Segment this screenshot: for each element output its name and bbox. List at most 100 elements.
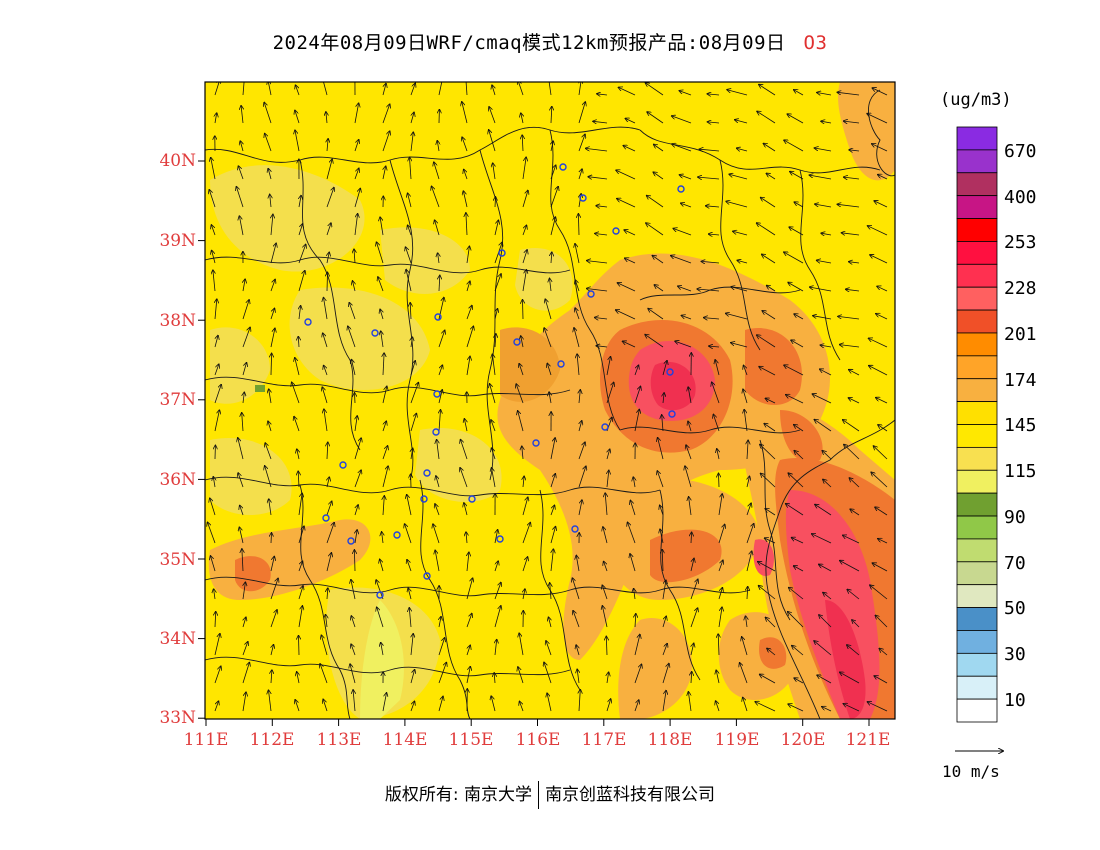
wind-vector [327,252,329,264]
wind-vector [437,141,439,152]
wind-vector [298,561,303,572]
colorbar-swatch [956,149,998,174]
wind-vector [410,670,415,684]
wind-vector [550,474,555,488]
wind-vector [878,175,888,180]
wind-vector [647,112,664,124]
wind-vector [660,529,664,544]
wind-vector [579,390,580,404]
wind-vector [662,644,667,656]
wind-vector [630,501,636,516]
wind-vector [320,664,328,684]
colorbar-swatch [956,584,998,608]
wind-vector [432,186,440,208]
wind-vector [646,223,664,236]
wind-vector [755,702,776,712]
wind-vector [876,314,888,320]
wind-vector [837,92,860,96]
wind-vector [759,367,776,376]
wind-vector [380,217,384,236]
wind-vector [351,580,356,600]
wind-vector [465,82,468,96]
wind-vector [326,553,331,572]
wind-vector [624,230,636,236]
wind-vector [606,383,614,404]
wind-vector [495,640,497,656]
wind-vector [623,146,636,152]
wind-vector [786,504,804,516]
wind-vector [788,283,804,292]
wind-vector [350,664,356,684]
wind-vector [242,413,243,432]
wind-vector [270,195,271,208]
wind-vector [875,507,888,516]
wind-vector [662,664,669,684]
wind-vector [812,394,832,404]
wind-vector [747,440,748,460]
wind-vector [551,252,552,264]
wind-vector [731,343,748,348]
wind-vector [602,585,608,600]
wind-vector [679,91,692,96]
wind-vector [662,580,666,600]
wind-vector [269,499,271,516]
wind-vector [662,691,666,712]
wind-vector [208,522,216,544]
wind-vector [792,646,804,656]
wind-vector [576,645,579,656]
wind-vector [760,445,776,460]
wind-vector [242,82,245,96]
wind-vector [823,593,832,600]
wind-vector [872,144,888,152]
wind-vector [410,383,418,404]
wind-vector [295,110,300,124]
wind-vector [327,139,328,152]
wind-vector [382,532,383,544]
wind-vector [812,534,832,544]
wind-vector [354,505,358,516]
wind-vector [270,243,276,264]
wind-vector [604,562,608,572]
wind-vector [296,85,300,96]
colorbar-swatch [956,126,998,151]
wind-vector [700,149,720,151]
wind-vector [520,702,524,712]
wind-vector [466,578,473,600]
wind-vector [523,476,524,488]
colorbar-label: 70 [1004,553,1026,574]
wind-vector [516,384,524,404]
wind-vector [871,472,888,488]
wind-vector [405,524,412,544]
colorbar-label: 201 [1004,324,1037,345]
wind-vector [466,306,472,320]
wind-vector [492,85,495,96]
wind-vector [238,473,244,488]
wind-vector [242,300,249,320]
wind-vector [410,303,411,320]
wind-vector [766,618,776,628]
wind-vector [382,466,388,488]
wind-vector [326,223,331,236]
colorbar-swatch [956,515,998,540]
wind-vector [242,692,246,712]
wind-vector [757,111,776,124]
wind-vector [744,410,748,432]
wind-vector [522,157,526,180]
wind-vector [299,196,301,208]
wind-vector [269,389,271,404]
wind-vector [382,446,388,460]
wind-vector [495,309,498,320]
wind-vector [633,477,635,488]
wind-vector [686,445,692,460]
wind-vector [605,493,607,516]
wind-vector [326,523,334,544]
colorbar-label: 90 [1004,507,1026,528]
wind-vector [850,509,860,516]
wind-vector [747,587,748,600]
wind-vector [616,170,636,180]
wind-vector [874,201,888,208]
colorbar-label: 228 [1004,278,1037,299]
wind-vector [737,148,748,151]
wind-vector [579,690,580,712]
colorbar-swatch [956,378,998,403]
